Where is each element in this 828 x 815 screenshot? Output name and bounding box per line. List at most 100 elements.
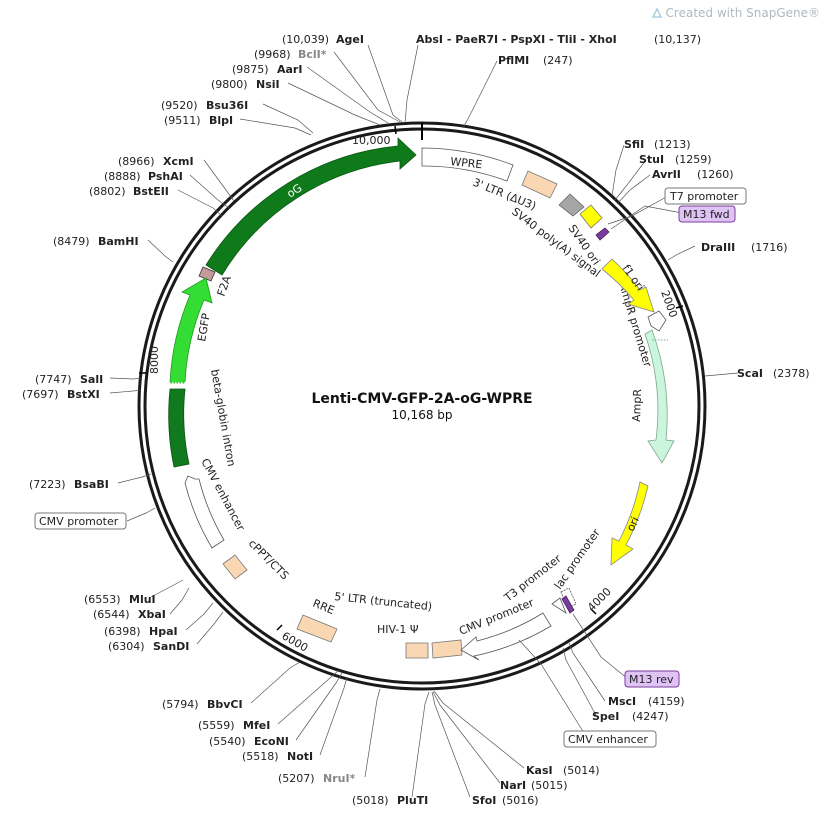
site-pos-PshAI: (8888) — [104, 170, 141, 183]
box-M13-rev[interactable] — [624, 670, 680, 688]
site-name-DraIII[interactable]: DraIII — [701, 241, 735, 254]
site-name-XbaI[interactable]: XbaI — [138, 608, 166, 621]
watermark-text: Created with SnapGene® — [665, 6, 820, 20]
feature-RRE[interactable] — [296, 614, 338, 643]
site-name-NsiI[interactable]: NsiI — [256, 78, 280, 91]
feature-HIV-1-psi[interactable] — [405, 642, 429, 659]
site-pos-BstXI: (7697) — [22, 388, 59, 401]
feature-CMV-promoter-bottom[interactable] — [460, 612, 552, 661]
site-pos-NruI: (5207) — [278, 772, 315, 785]
feature-lac-promoter[interactable] — [560, 587, 577, 609]
site-name-SpeI[interactable]: SpeI — [592, 710, 619, 723]
box-T7-promoter[interactable] — [664, 187, 747, 205]
feature-label-beta-globin-intron: beta-globin intron — [208, 368, 238, 467]
site-name-MfeI[interactable]: MfeI — [243, 719, 270, 732]
feature-CMV-enhancer-left[interactable] — [184, 475, 225, 549]
site-name-HpaI[interactable]: HpaI — [149, 625, 178, 638]
site-name-PflMI[interactable]: PflMI — [498, 54, 529, 67]
site-name-BstEII[interactable]: BstEII — [133, 185, 169, 198]
feature-oG-arrow[interactable] — [205, 137, 417, 276]
site-pos-HpaI: (6398) — [104, 625, 141, 638]
site-name-SanDI[interactable]: SanDI — [153, 640, 189, 653]
site-name-BlpI[interactable]: BlpI — [209, 114, 233, 127]
site-name-StuI[interactable]: StuI — [639, 153, 664, 166]
site-name-Bsu36I[interactable]: Bsu36I — [206, 99, 248, 112]
feature-label-WPRE: WPRE — [450, 155, 483, 171]
box-leader-lines — [126, 195, 683, 734]
site-name-EcoNI[interactable]: EcoNI — [254, 735, 289, 748]
feature-T3-promoter[interactable] — [551, 597, 567, 615]
feature-M13rev-site[interactable] — [561, 595, 575, 614]
site-name-MscI[interactable]: MscI — [608, 695, 636, 708]
site-pos-PluTI: (5018) — [352, 794, 389, 807]
site-name-KasI[interactable]: KasI — [526, 764, 553, 777]
plasmid-name: Lenti-CMV-GFP-2A-oG-WPRE — [311, 391, 532, 407]
site-pos-NsiI: (9800) — [211, 78, 248, 91]
feature-AmpR-arrow[interactable] — [644, 329, 675, 464]
feature-label-EGFP: EGFP — [195, 312, 213, 343]
site-pos-BstEII: (8802) — [89, 185, 126, 198]
site-name-NarI[interactable]: NarI — [500, 779, 526, 792]
feature-5-LTR[interactable] — [431, 639, 463, 659]
site-name-SalI[interactable]: SalI — [80, 373, 103, 386]
site-name-AarI[interactable]: AarI — [277, 63, 302, 76]
site-pos-XhoI-group: (10,137) — [654, 33, 701, 46]
tick-4000 — [590, 608, 597, 615]
feature-label-5-LTR: 5' LTR (truncated) — [334, 590, 433, 613]
site-name-ScaI[interactable]: ScaI — [737, 367, 763, 380]
site-name-BstXI[interactable]: BstXI — [67, 388, 100, 401]
restriction-site-labels: (10,039) AgeI (9968) BclI* (9875) AarI (… — [22, 33, 810, 807]
feature-SV40-polyA[interactable] — [558, 193, 585, 217]
feature-beta-globin-intron[interactable] — [168, 388, 190, 468]
site-pos-EcoNI: (5540) — [209, 735, 246, 748]
box-label-CMV-promoter-left: CMV promoter — [39, 515, 119, 528]
site-pos-StuI: (1259) — [675, 153, 712, 166]
site-name-SfoI[interactable]: SfoI — [472, 794, 496, 807]
feature-F2A-box[interactable] — [198, 266, 216, 282]
site-name-AgeI[interactable]: AgeI — [336, 33, 364, 46]
feature-f1-ori-arrow[interactable] — [601, 258, 655, 313]
site-name-NruI[interactable]: NruI* — [323, 772, 356, 785]
feature-AmpR-promoter[interactable] — [647, 310, 667, 332]
site-pos-AvrII: (1260) — [697, 168, 734, 181]
feature-label-ori: ori — [624, 515, 642, 534]
boxed-labels: T7 promoter M13 fwd CMV promoter M13 rev… — [34, 187, 747, 748]
tick-label-10000: 10,000 — [352, 134, 391, 147]
tick-6000 — [276, 624, 283, 631]
feature-WPRE[interactable] — [421, 147, 514, 182]
box-CMV-enhancer-bottom[interactable] — [563, 730, 657, 748]
feature-3-LTR[interactable] — [521, 170, 558, 199]
feature-M13fwd-site[interactable] — [595, 227, 610, 241]
feature-cPPT-CTS[interactable] — [222, 554, 248, 580]
feature-SV40-ori[interactable] — [579, 204, 603, 229]
site-pos-SpeI: (4247) — [632, 710, 669, 723]
site-name-BbvCI[interactable]: BbvCI — [207, 698, 243, 711]
site-pos-SfiI: (1213) — [654, 138, 691, 151]
site-pos-Bsu36I: (9520) — [161, 99, 198, 112]
site-pos-KasI: (5014) — [563, 764, 600, 777]
box-CMV-promoter-left[interactable] — [34, 512, 127, 530]
site-name-NotI[interactable]: NotI — [287, 750, 313, 763]
site-pos-BamHI: (8479) — [53, 235, 90, 248]
site-name-BclI[interactable]: BclI* — [298, 48, 327, 61]
site-name-AvrII[interactable]: AvrII — [652, 168, 681, 181]
box-M13-fwd[interactable] — [678, 205, 736, 223]
site-name-SfiI[interactable]: SfiI — [624, 138, 644, 151]
feature-EGFP-arrow[interactable] — [169, 277, 213, 384]
site-name-BamHI[interactable]: BamHI — [98, 235, 139, 248]
site-name-XcmI[interactable]: XcmI — [163, 155, 194, 168]
feature-label-AmpR: AmpR — [630, 388, 644, 422]
site-leader-lines — [109, 44, 739, 798]
feature-ori-arrow[interactable] — [610, 481, 649, 566]
site-name-BsaBI[interactable]: BsaBI — [74, 478, 109, 491]
tick-2000 — [675, 305, 684, 309]
site-name-MluI[interactable]: MluI — [129, 593, 156, 606]
feature-label-cPPT-CTS: cPPT/CTS — [246, 537, 291, 582]
site-name-PshAI[interactable]: PshAI — [148, 170, 183, 183]
site-name-XhoI-group[interactable]: AbsI - PaeR7I - PspXI - TliI - XhoI — [416, 33, 617, 46]
plasmid-size: 10,168 bp — [391, 408, 452, 422]
site-pos-ScaI: (2378) — [773, 367, 810, 380]
feature-label-HIV-1-psi: HIV-1 Ψ — [377, 623, 419, 636]
site-name-PluTI[interactable]: PluTI — [397, 794, 428, 807]
